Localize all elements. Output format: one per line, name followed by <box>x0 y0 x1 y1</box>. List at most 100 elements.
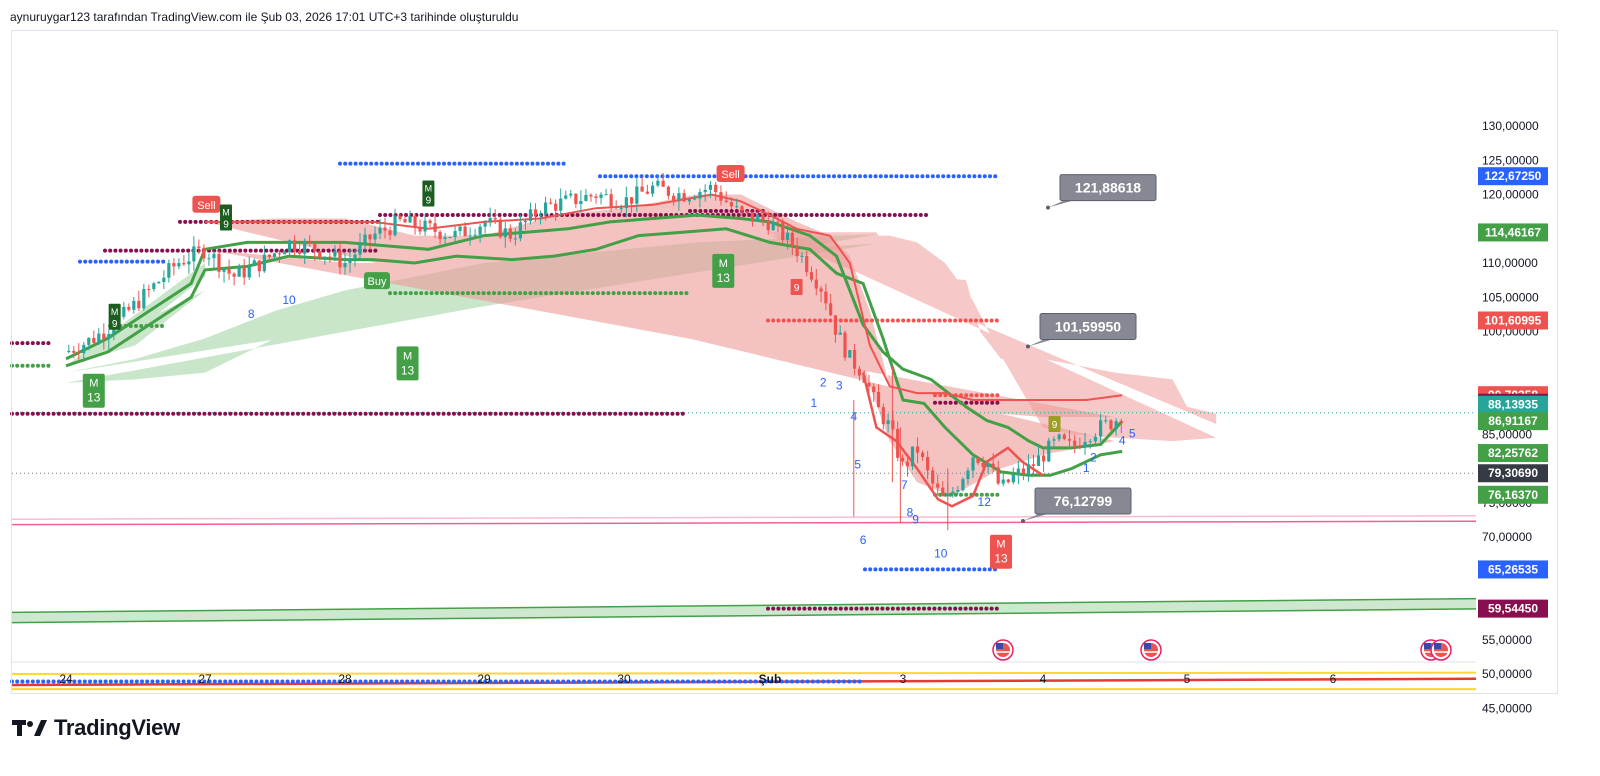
dot <box>924 213 928 218</box>
dot <box>134 411 139 416</box>
candle <box>708 180 713 198</box>
dot <box>771 318 776 323</box>
candle <box>771 213 775 232</box>
dot <box>870 606 874 611</box>
dot <box>144 248 149 253</box>
dot <box>426 411 430 416</box>
dot <box>857 679 862 684</box>
dot <box>218 679 222 684</box>
dot <box>108 248 113 253</box>
candle <box>303 238 307 265</box>
dot <box>114 411 118 416</box>
dot <box>493 679 498 684</box>
dot <box>790 679 794 684</box>
dot <box>379 161 384 166</box>
dot <box>447 161 452 166</box>
candle-body <box>142 289 146 309</box>
dot <box>183 219 188 224</box>
dot <box>665 679 670 684</box>
candle <box>222 268 226 283</box>
dot <box>524 679 529 684</box>
dot <box>852 679 857 684</box>
dot <box>906 606 911 611</box>
candle-body <box>293 240 297 251</box>
candle-body <box>262 254 266 272</box>
candle-body <box>971 457 975 471</box>
dot <box>478 411 482 416</box>
candle <box>272 252 277 261</box>
line-yellow-top <box>11 671 1477 675</box>
candle <box>1021 461 1025 481</box>
dot <box>405 161 410 166</box>
candle <box>152 281 156 292</box>
candle-body <box>1001 479 1005 484</box>
candle <box>528 202 533 225</box>
dot <box>202 679 207 684</box>
dot <box>140 679 144 684</box>
candle-body <box>961 479 965 491</box>
dot <box>629 174 634 179</box>
candle-body <box>599 194 603 198</box>
candle-body <box>926 457 930 471</box>
candle <box>579 190 583 213</box>
dot <box>134 679 139 684</box>
dot <box>974 400 979 405</box>
dot <box>248 248 253 253</box>
dot <box>139 248 144 253</box>
candle <box>1001 473 1005 487</box>
dot <box>738 679 742 684</box>
count-label: 6 <box>860 533 867 547</box>
dot <box>264 411 269 416</box>
dot <box>613 679 618 684</box>
candle <box>468 227 472 246</box>
candle-body <box>538 214 543 216</box>
dot <box>868 567 873 572</box>
dot <box>894 174 899 179</box>
m9-letter: M <box>222 207 230 217</box>
event-flag-icon[interactable] <box>1140 639 1162 661</box>
dot <box>353 411 358 416</box>
dot <box>327 411 332 416</box>
dot <box>466 291 470 296</box>
candle-body <box>1093 436 1098 442</box>
dot <box>238 248 243 253</box>
dot <box>644 679 649 684</box>
dot <box>648 213 653 218</box>
candle <box>589 193 593 202</box>
dot <box>596 291 600 296</box>
dot <box>405 679 410 684</box>
candle-body <box>272 253 277 257</box>
dot <box>388 213 393 218</box>
candle <box>72 345 76 359</box>
dot <box>854 606 859 611</box>
dot <box>193 219 198 224</box>
dot <box>889 567 893 572</box>
dot <box>601 291 606 296</box>
dot <box>598 174 602 179</box>
candle-body <box>761 215 765 221</box>
dot <box>176 411 181 416</box>
candle-body <box>677 193 681 201</box>
dot <box>812 318 817 323</box>
price-callout: 101,59950 <box>1026 313 1137 349</box>
x-tick-label: 28 <box>338 672 352 686</box>
dot <box>400 161 405 166</box>
dot <box>643 213 648 218</box>
dot <box>948 400 953 405</box>
dot <box>186 248 191 253</box>
dot <box>753 679 758 684</box>
price-tag: 101,60995 <box>1478 311 1548 330</box>
candle-body <box>323 256 327 259</box>
candle-body <box>72 350 76 353</box>
event-flag-icon[interactable] <box>1430 639 1452 661</box>
candle <box>448 236 452 239</box>
event-flag-icon[interactable] <box>992 639 1014 661</box>
dot <box>586 213 590 218</box>
candle-body <box>814 279 818 289</box>
level-blue-124 <box>338 161 566 166</box>
dot <box>301 679 306 684</box>
dot <box>514 411 519 416</box>
dot <box>618 411 623 416</box>
candle <box>896 421 900 462</box>
